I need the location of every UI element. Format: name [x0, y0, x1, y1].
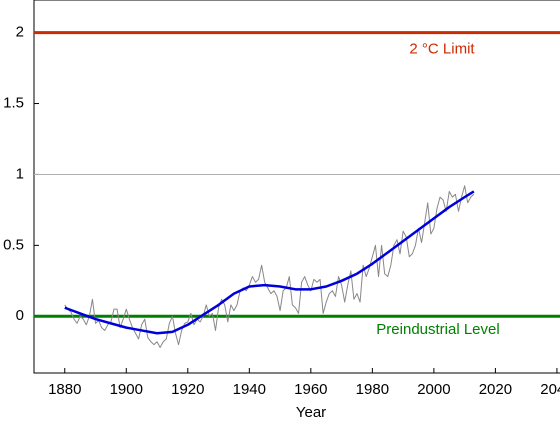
x-tick-label: 2000: [417, 381, 450, 398]
y-tick-label: 1.5: [3, 95, 24, 112]
x-tick-label: 2020: [479, 381, 512, 398]
y-tick-label: 0: [16, 307, 24, 324]
x-tick-label: 1960: [294, 381, 327, 398]
x-tick-label: 1880: [48, 381, 81, 398]
y-tick-label: 0.5: [3, 236, 24, 253]
plot-frame: [33, 0, 560, 374]
x-tick-label: 1940: [233, 381, 266, 398]
x-axis-label: Year: [296, 404, 326, 421]
data-line: [64, 190, 475, 335]
x-tick-label: 1900: [110, 381, 143, 398]
reference-label: 2 °C Limit: [409, 41, 475, 58]
x-tick-label: 1920: [171, 381, 204, 398]
y-tick-label: 1: [16, 165, 24, 182]
reference-label: Preindustrial Level: [376, 321, 499, 338]
y-tick-label: 2: [16, 24, 24, 41]
x-tick-label: 2040: [540, 381, 560, 398]
x-tick-label: 1980: [356, 381, 389, 398]
